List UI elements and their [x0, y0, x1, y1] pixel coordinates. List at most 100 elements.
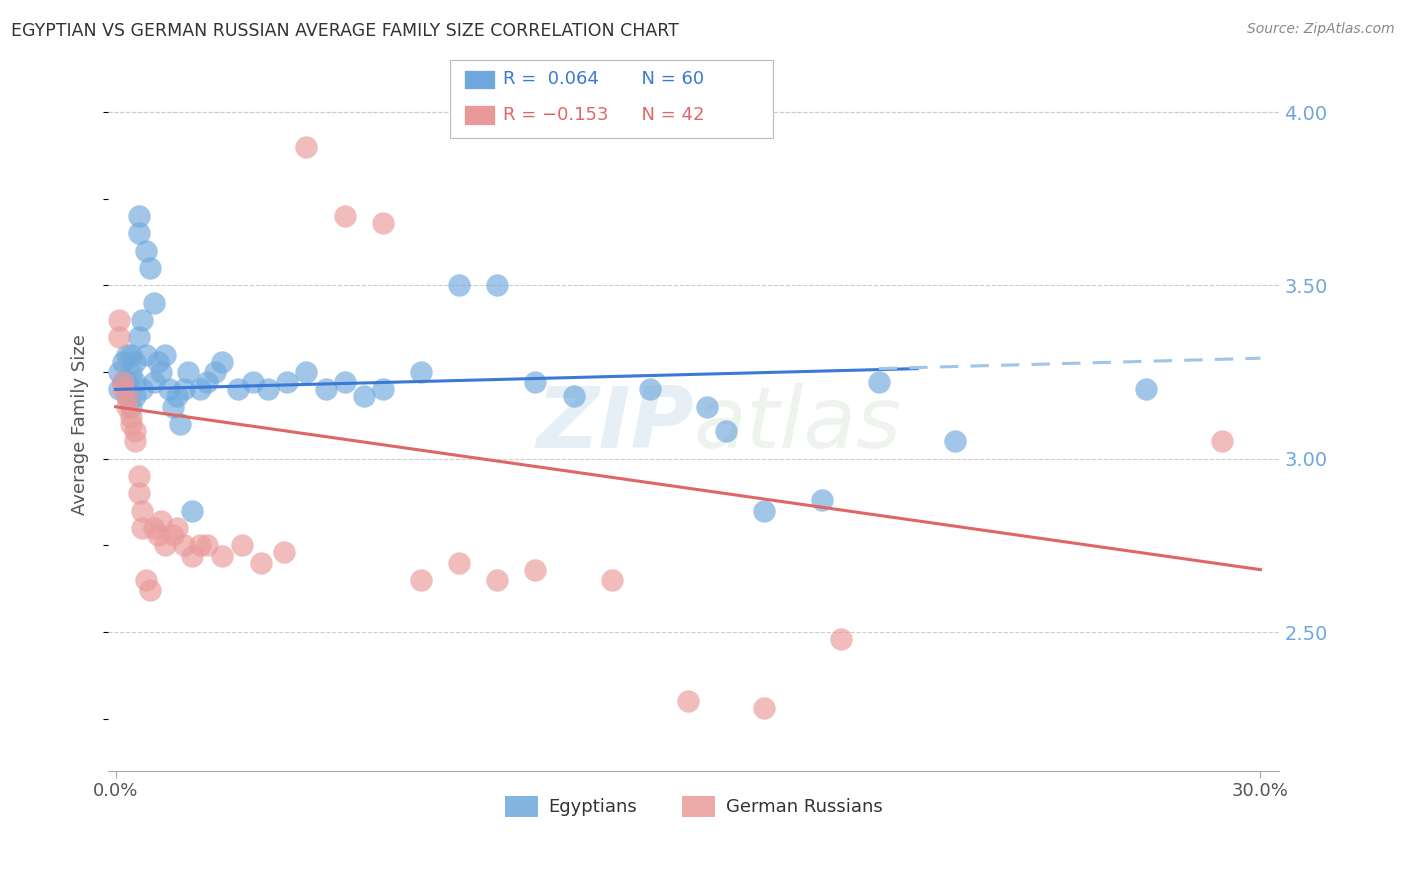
- Point: [249, 556, 271, 570]
- Point: [830, 632, 852, 646]
- Point: [115, 383, 138, 397]
- Point: [115, 376, 138, 390]
- Text: R =  0.064: R = 0.064: [503, 70, 599, 88]
- Point: [128, 330, 150, 344]
- Point: [150, 365, 173, 379]
- Point: [409, 365, 432, 379]
- Point: [524, 376, 547, 390]
- Point: [124, 376, 146, 390]
- Point: [108, 383, 131, 397]
- Point: [810, 493, 832, 508]
- Legend: Egyptians, German Russians: Egyptians, German Russians: [498, 789, 890, 824]
- Point: [131, 313, 153, 327]
- Point: [142, 376, 165, 390]
- Point: [108, 330, 131, 344]
- Point: [128, 469, 150, 483]
- Point: [115, 348, 138, 362]
- Point: [211, 354, 233, 368]
- Point: [112, 376, 135, 390]
- Point: [333, 209, 356, 223]
- Point: [177, 365, 200, 379]
- Point: [315, 383, 337, 397]
- Point: [333, 376, 356, 390]
- Point: [124, 389, 146, 403]
- Point: [295, 140, 318, 154]
- Text: ZIP: ZIP: [536, 383, 693, 466]
- Y-axis label: Average Family Size: Average Family Size: [72, 334, 89, 515]
- Point: [131, 383, 153, 397]
- Point: [181, 504, 204, 518]
- Point: [142, 295, 165, 310]
- Text: Source: ZipAtlas.com: Source: ZipAtlas.com: [1247, 22, 1395, 37]
- Point: [371, 383, 394, 397]
- Point: [173, 383, 195, 397]
- Point: [150, 514, 173, 528]
- Point: [600, 573, 623, 587]
- Point: [211, 549, 233, 563]
- Point: [157, 383, 180, 397]
- Point: [486, 573, 509, 587]
- Point: [124, 434, 146, 449]
- Point: [943, 434, 966, 449]
- Point: [166, 521, 188, 535]
- Point: [166, 389, 188, 403]
- Point: [676, 694, 699, 708]
- Point: [120, 365, 142, 379]
- Point: [131, 521, 153, 535]
- Point: [276, 376, 298, 390]
- Point: [128, 486, 150, 500]
- Text: EGYPTIAN VS GERMAN RUSSIAN AVERAGE FAMILY SIZE CORRELATION CHART: EGYPTIAN VS GERMAN RUSSIAN AVERAGE FAMIL…: [11, 22, 679, 40]
- Point: [135, 244, 157, 258]
- Point: [295, 365, 318, 379]
- Point: [142, 521, 165, 535]
- Point: [242, 376, 264, 390]
- Point: [108, 365, 131, 379]
- Point: [146, 354, 169, 368]
- Point: [226, 383, 249, 397]
- Point: [409, 573, 432, 587]
- Point: [562, 389, 585, 403]
- Point: [486, 278, 509, 293]
- Point: [696, 400, 718, 414]
- Point: [146, 528, 169, 542]
- Point: [115, 389, 138, 403]
- Point: [128, 227, 150, 241]
- Point: [714, 424, 737, 438]
- Point: [449, 556, 471, 570]
- Point: [231, 538, 253, 552]
- Point: [353, 389, 375, 403]
- Point: [124, 354, 146, 368]
- Point: [120, 400, 142, 414]
- Point: [124, 424, 146, 438]
- Point: [162, 528, 184, 542]
- Point: [120, 417, 142, 431]
- Point: [139, 583, 162, 598]
- Point: [131, 504, 153, 518]
- Point: [524, 563, 547, 577]
- Point: [115, 389, 138, 403]
- Point: [1211, 434, 1233, 449]
- Point: [1135, 383, 1157, 397]
- Point: [754, 504, 776, 518]
- Point: [115, 400, 138, 414]
- Point: [155, 538, 177, 552]
- Point: [112, 354, 135, 368]
- Text: N = 60: N = 60: [630, 70, 704, 88]
- Point: [128, 209, 150, 223]
- Point: [371, 216, 394, 230]
- Point: [135, 348, 157, 362]
- Point: [257, 383, 280, 397]
- Point: [449, 278, 471, 293]
- Point: [139, 261, 162, 276]
- Point: [120, 348, 142, 362]
- Point: [108, 313, 131, 327]
- Point: [868, 376, 890, 390]
- Point: [195, 376, 218, 390]
- Point: [638, 383, 661, 397]
- Point: [188, 383, 211, 397]
- Point: [112, 383, 135, 397]
- Point: [195, 538, 218, 552]
- Point: [155, 348, 177, 362]
- Point: [273, 545, 295, 559]
- Point: [754, 701, 776, 715]
